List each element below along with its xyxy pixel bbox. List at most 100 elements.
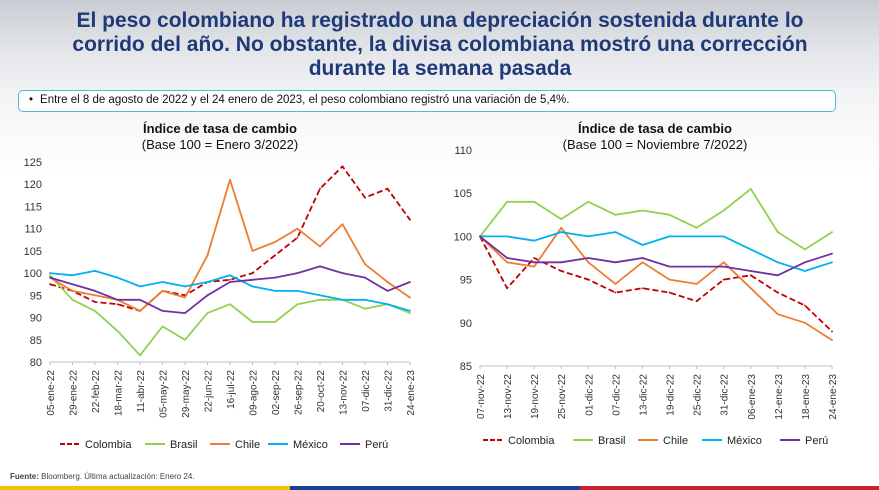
chart1-point-chile <box>184 296 186 299</box>
chart1-point-perú <box>71 283 74 286</box>
chart1-ytick-label: 85 <box>30 335 42 347</box>
chart1-legend-label: Perú <box>365 439 388 451</box>
flag-stripe-blue <box>290 486 580 490</box>
chart2-point-chile <box>831 339 833 341</box>
chart2-point-méxico <box>749 248 752 251</box>
chart2-legend-label: México <box>727 435 762 447</box>
chart1-point-méxico <box>139 285 141 288</box>
chart2-point-méxico <box>560 231 563 233</box>
chart1-point-méxico <box>319 294 321 297</box>
chart1-point-méxico <box>409 309 411 312</box>
footer-label: Fuente: <box>10 472 39 481</box>
chart2-xtick-label: 31-dic-22 <box>720 374 731 416</box>
chart2-point-brasil <box>776 231 779 233</box>
chart2-point-brasil <box>614 213 617 216</box>
chart2-point-colombia <box>831 330 833 333</box>
chart1-point-chile <box>229 178 231 181</box>
chart1-xtick-label: 18-mar-22 <box>114 370 125 417</box>
chart1-point-méxico <box>116 276 119 279</box>
chart2-title-block: Índice de tasa de cambio (Base 100 = Nov… <box>470 121 840 153</box>
footer-text: Bloomberg. Última actualización: Enero 2… <box>41 472 195 481</box>
chart2-point-méxico <box>831 261 833 264</box>
chart2-point-brasil <box>587 200 590 203</box>
chart1-xtick-label: 29-may-22 <box>181 370 192 418</box>
chart2-xtick-label: 13-nov-22 <box>503 374 514 419</box>
chart1-xtick-label: 09-ago-22 <box>249 370 260 416</box>
chart1-xtick-label: 29-ene-22 <box>69 370 80 416</box>
chart1-point-colombia <box>341 165 344 168</box>
chart1-point-brasil <box>71 298 74 301</box>
chart1-xtick-label: 26-sep-22 <box>294 370 305 415</box>
chart1-point-colombia <box>274 254 276 257</box>
chart2-point-brasil <box>668 213 671 216</box>
chart1-point-chile <box>139 309 141 312</box>
chart1-point-chile <box>319 245 321 248</box>
chart1-point-chile <box>274 241 276 243</box>
chart2-legend-label: Chile <box>663 435 688 447</box>
chart2-point-colombia <box>560 270 563 272</box>
chart2-point-brasil <box>722 209 725 212</box>
chart2-point-colombia <box>722 278 725 281</box>
chart1-xtick-label: 16-jul-22 <box>226 370 237 409</box>
chart1-point-perú <box>229 281 231 283</box>
chart1-ytick-label: 80 <box>30 357 42 369</box>
chart2-legend-label: Colombia <box>508 435 555 447</box>
chart2-point-méxico <box>804 270 806 272</box>
chart2-xtick-label: 07-nov-22 <box>476 374 487 419</box>
chart1-point-colombia <box>116 303 119 306</box>
chart2-point-méxico <box>776 261 779 264</box>
chart1-point-méxico <box>341 298 344 301</box>
chart1-point-colombia <box>296 236 299 239</box>
chart2-point-méxico <box>695 235 698 238</box>
chart1-point-perú <box>386 289 389 292</box>
chart2-point-chile <box>695 283 698 285</box>
chart2-point-perú <box>831 252 833 255</box>
chart2-point-colombia <box>587 278 590 281</box>
chart1-point-chile <box>386 281 389 283</box>
chart2-point-méxico <box>506 235 508 238</box>
chart2-point-brasil <box>533 200 536 203</box>
chart1-ytick-label: 110 <box>24 224 42 236</box>
chart2-series-line-méxico <box>480 231 833 272</box>
chart2-point-perú <box>668 265 671 268</box>
chart1-xtick-label: 05-may-22 <box>159 370 170 418</box>
chart2-point-méxico <box>614 231 617 233</box>
chart1-legend-label: Brasil <box>170 439 198 451</box>
chart2-xtick-label: 19-dic-22 <box>666 374 677 416</box>
flag-stripe-yellow <box>0 486 290 490</box>
chart1-point-perú <box>116 298 119 301</box>
chart1-point-chile <box>409 296 411 299</box>
chart2-point-perú <box>776 274 779 277</box>
chart1-point-méxico <box>386 303 389 306</box>
chart1-ytick-label: 95 <box>30 290 42 302</box>
chart1-point-brasil <box>139 354 141 357</box>
chart2-point-colombia <box>668 291 671 294</box>
chart1-point-brasil <box>94 309 96 312</box>
callout-text: Entre el 8 de agosto de 2022 y el 24 ene… <box>40 94 570 106</box>
chart1-point-brasil <box>319 298 321 301</box>
chart1-point-perú <box>184 312 186 315</box>
chart2-xtick-label: 01-dic-22 <box>584 374 595 416</box>
chart2-title: Índice de tasa de cambio <box>578 121 732 136</box>
chart1-point-méxico <box>251 285 254 288</box>
chart1-point-chile <box>71 289 74 292</box>
chart1-point-colombia <box>94 301 96 303</box>
chart2-point-perú <box>506 257 508 259</box>
chart1-ytick-label: 125 <box>24 157 42 169</box>
chart2-ytick-label: 95 <box>460 275 472 287</box>
chart1-title: Índice de tasa de cambio <box>143 121 297 136</box>
chart2-point-chile <box>749 287 752 290</box>
chart1-point-perú <box>274 276 276 279</box>
chart1-xtick-label: 24-ene-23 <box>406 370 417 416</box>
chart1-xtick-label: 31-dic-22 <box>384 370 395 412</box>
chart2-point-chile <box>587 261 590 264</box>
chart1-series-line-brasil <box>49 274 411 357</box>
chart2-xtick-label: 07-dic-22 <box>611 374 622 416</box>
chart1-point-chile <box>161 289 164 292</box>
chart2-point-brasil <box>641 209 644 212</box>
chart1-point-chile <box>341 223 344 226</box>
chart1-point-brasil <box>116 329 119 332</box>
chart2-legend-label: Perú <box>805 435 828 447</box>
chart2-xtick-label: 19-nov-22 <box>530 374 541 419</box>
chart2-point-colombia <box>614 291 617 294</box>
